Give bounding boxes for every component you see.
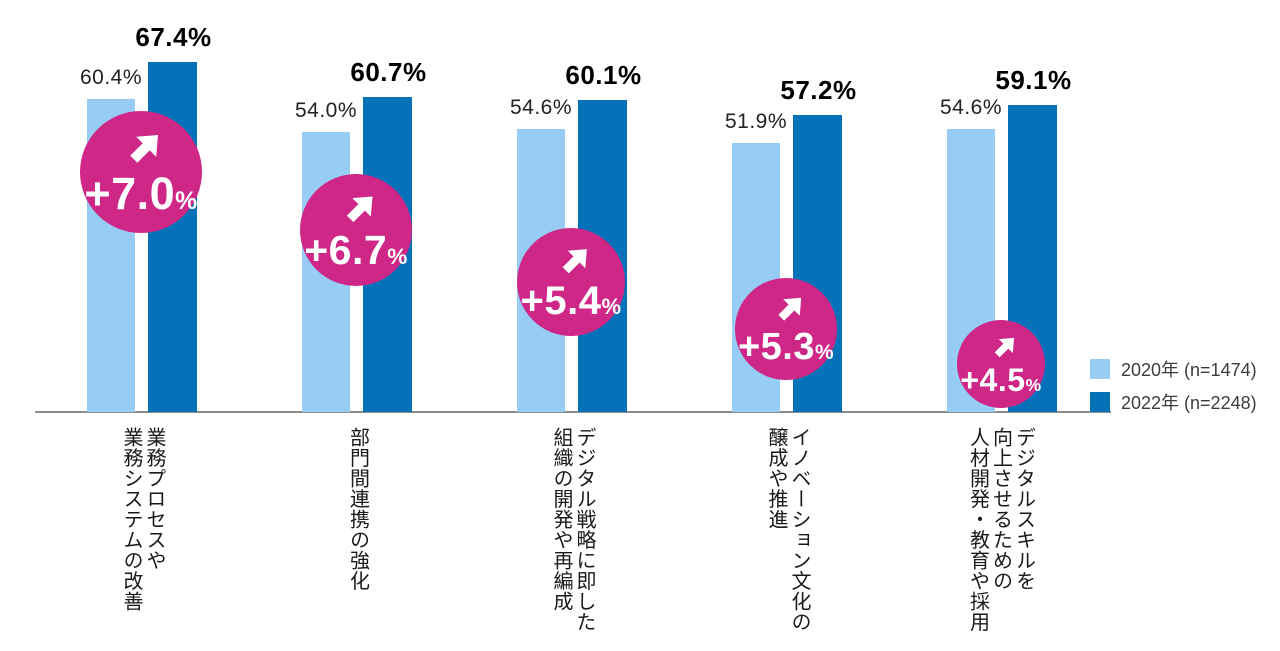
value-label-2022: 57.2% [780,75,857,106]
delta-value: +6.7 [304,226,388,273]
category-label: デジタル戦略に即した 組織の開発や再編成 [550,427,595,632]
delta-unit: % [1025,374,1042,395]
delta-badge: +5.4% [517,228,625,336]
category-label: 部門間連携の強化 [346,427,369,591]
category-label: デジタルスキルを 向上させるための 人材開発・教育や採用 [966,427,1035,632]
delta-value: +5.4 [520,279,602,323]
value-label-2020: 51.9% [724,109,788,133]
delta-badge: +4.5% [957,320,1045,408]
value-label-2020: 54.6% [509,95,573,119]
delta-unit: % [601,294,622,319]
value-label-2020: 54.0% [294,98,358,122]
value-label-2020: 60.4% [79,65,143,89]
delta-badge: +6.7% [300,174,412,286]
legend-item-2022: 2022年 (n=2248) [1090,389,1257,415]
legend-label-2022: 2022年 (n=2248) [1121,393,1257,413]
legend-swatch-2020 [1090,359,1110,379]
value-label-2022: 60.7% [350,57,427,87]
delta-unit: % [387,243,408,269]
category-label: イノベーション文化の 醸成や推進 [765,427,810,632]
x-axis-line [35,411,1111,413]
delta-badge: +7.0% [80,111,202,233]
value-label-2022: 59.1% [995,65,1072,96]
up-right-arrow-icon [994,337,1015,357]
value-label-2022: 60.1% [565,60,642,91]
delta-value: +4.5 [960,361,1026,398]
category-label: 業務プロセスや 業務システムの改善 [120,427,165,612]
value-label-2022: 67.4% [135,22,212,53]
delta-value: +5.3 [737,326,815,368]
delta-badge: +5.3% [735,278,837,380]
legend-label-2020: 2020年 (n=1474) [1121,360,1257,380]
up-right-arrow-icon [777,297,801,321]
up-right-arrow-icon [130,135,158,163]
delta-unit: % [175,188,198,215]
legend-item-2020: 2020年 (n=1474) [1090,356,1257,382]
up-right-arrow-icon [562,249,587,274]
delta-unit: % [814,341,835,364]
up-right-arrow-icon [346,196,372,222]
value-label-2020: 54.6% [939,95,1003,119]
legend-swatch-2022 [1090,392,1110,412]
delta-value: +7.0 [84,168,176,219]
legend: 2020年 (n=1474) 2022年 (n=2248) [1090,356,1257,415]
